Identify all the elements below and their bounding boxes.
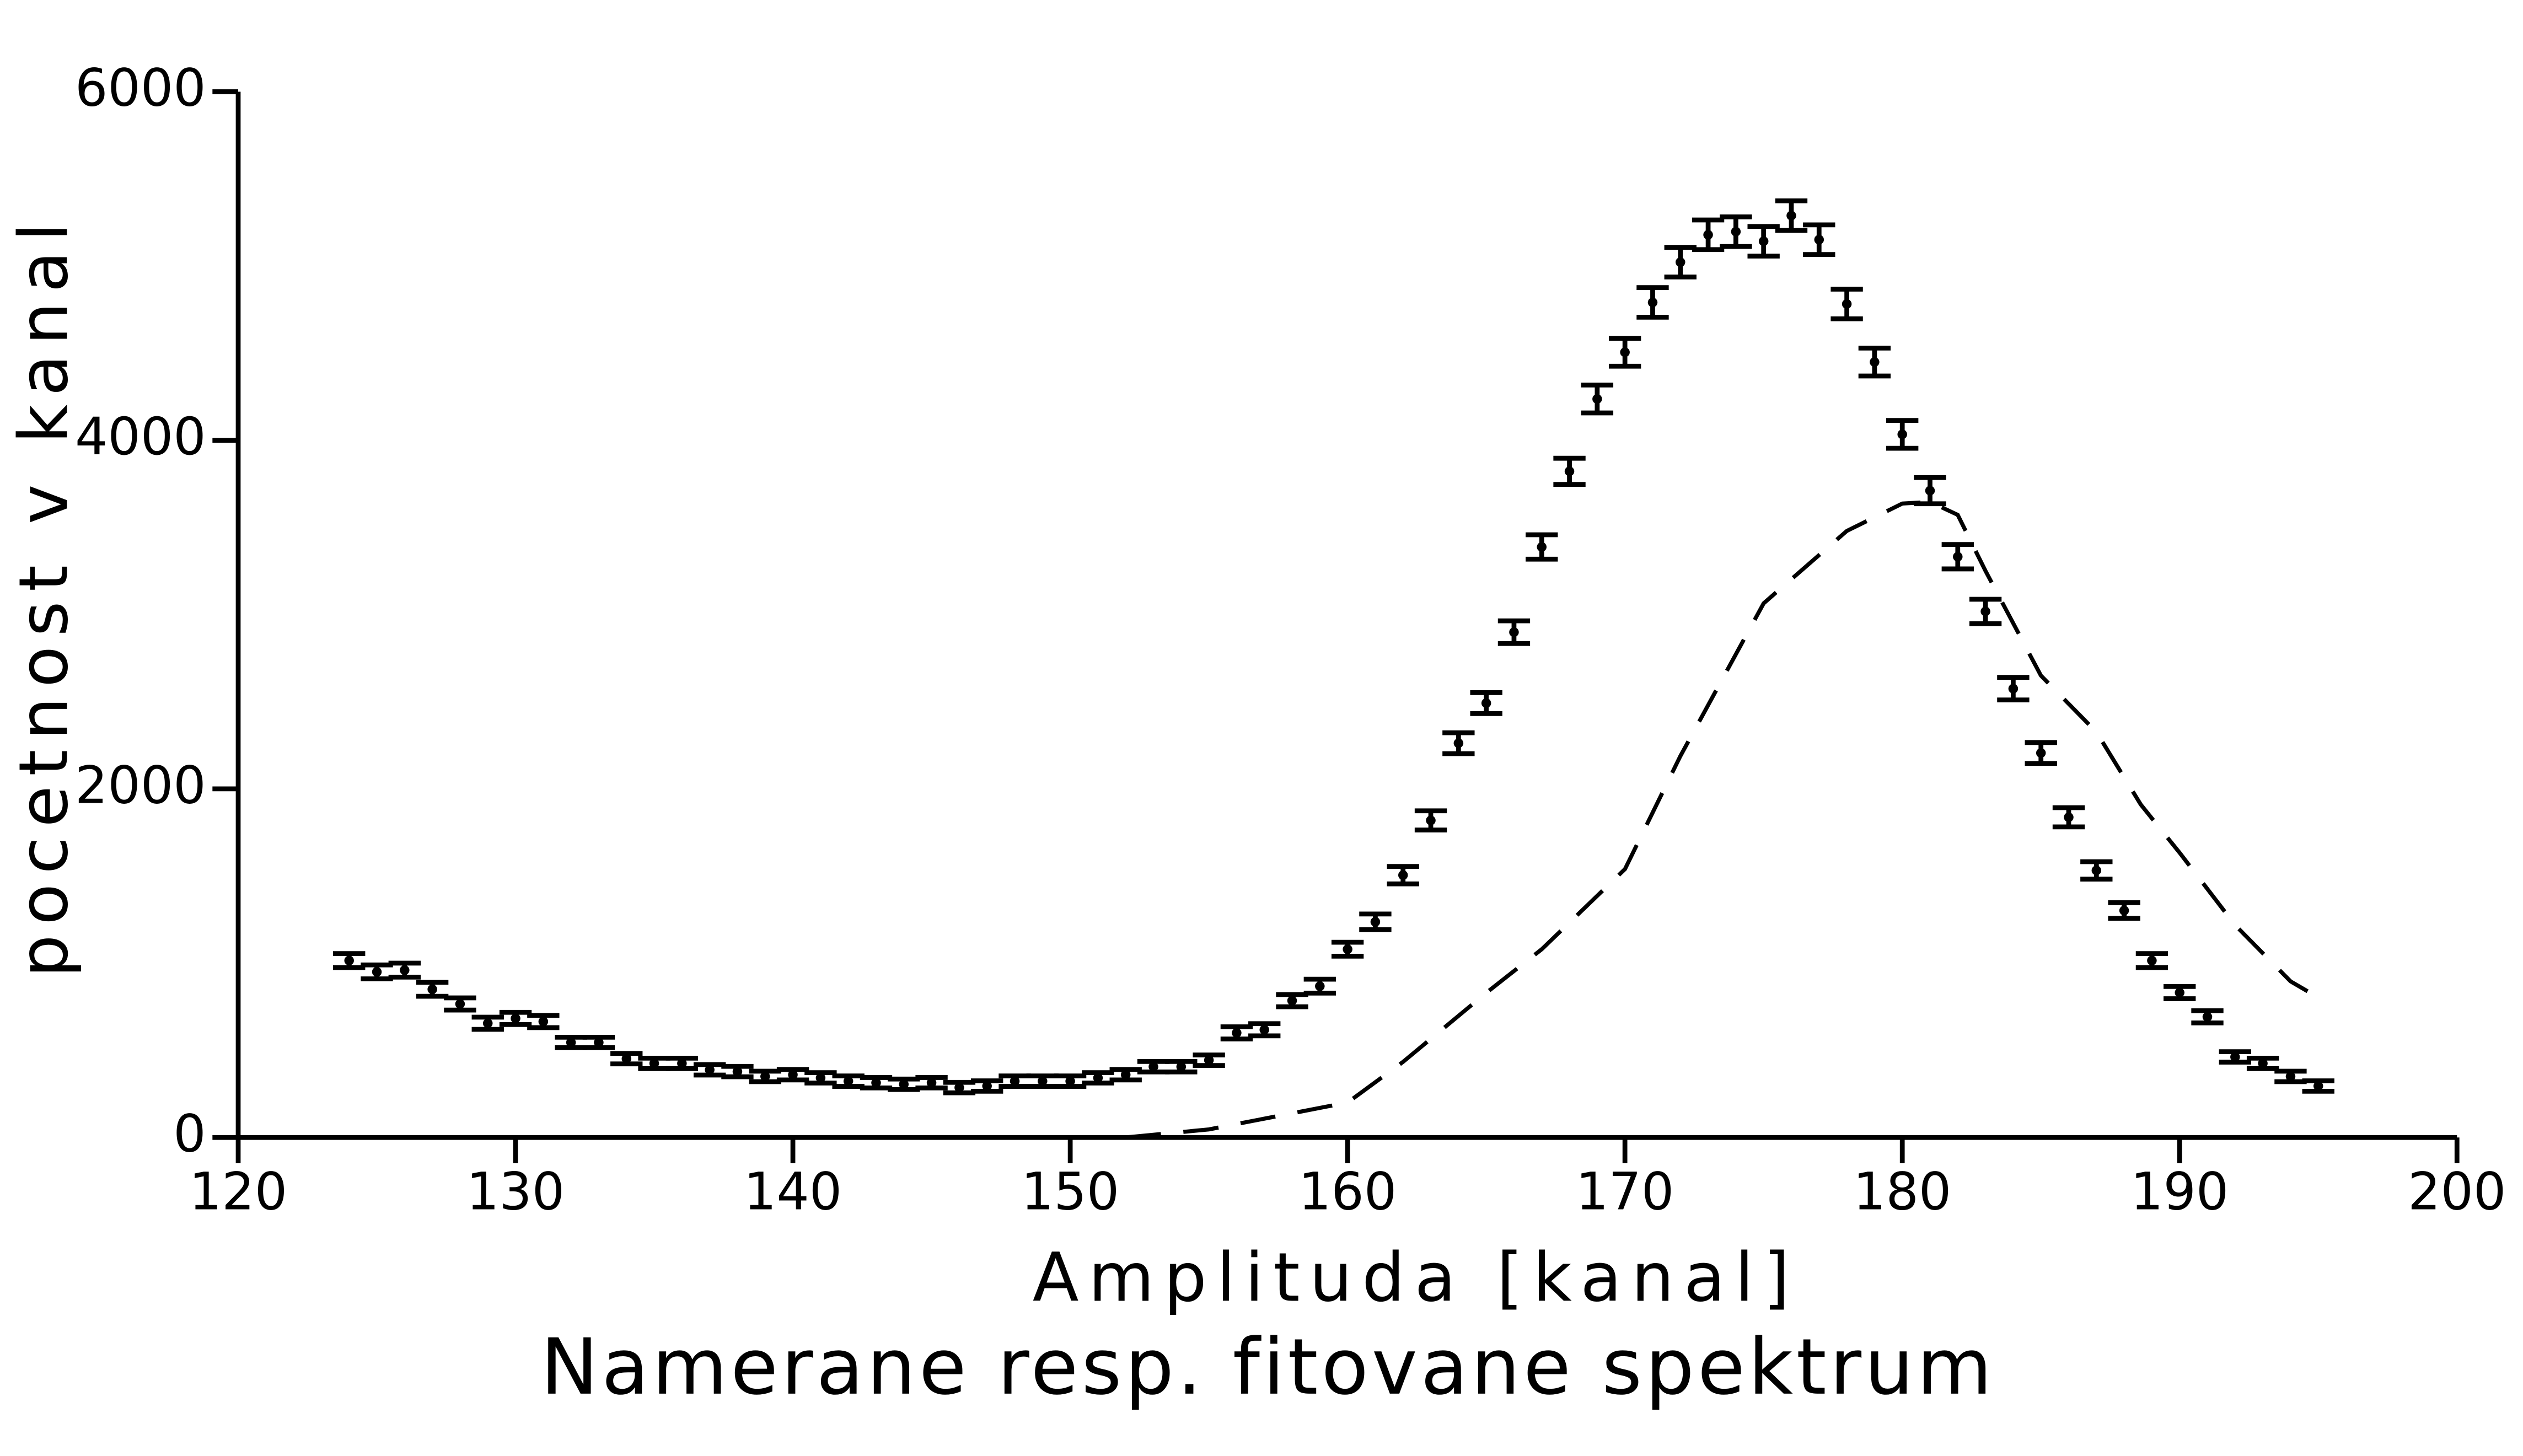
data-point [1370, 917, 1381, 927]
y-tick-label: 0 [173, 1104, 206, 1164]
data-point [594, 1038, 604, 1047]
y-tick-label: 4000 [75, 407, 206, 467]
data-point [2036, 748, 2046, 758]
x-tick-label: 160 [1298, 1162, 1397, 1222]
data-point [760, 1071, 770, 1082]
data-point [1120, 1070, 1131, 1080]
data-point [2147, 955, 2157, 966]
x-tick-label: 150 [1021, 1162, 1119, 1222]
data-point [982, 1081, 992, 1091]
data-point [1065, 1076, 1075, 1086]
data-point [2230, 1052, 2240, 1062]
data-point [2091, 866, 2102, 875]
data-point [344, 955, 354, 966]
data-point [926, 1078, 937, 1088]
data-point [2258, 1059, 2268, 1068]
data-point [2285, 1071, 2296, 1082]
data-point [1176, 1062, 1187, 1072]
data-point [1343, 944, 1352, 954]
x-tick-label: 180 [1853, 1162, 1951, 1222]
data-point [1731, 227, 1741, 237]
data-point [1786, 211, 1796, 221]
data-point [455, 999, 465, 1009]
data-point [1038, 1076, 1048, 1086]
data-point [566, 1038, 576, 1047]
data-point [1259, 1025, 1269, 1035]
x-tick-label: 120 [189, 1162, 287, 1222]
data-point [1537, 542, 1547, 552]
data-point [1398, 870, 1408, 880]
data-point [1010, 1076, 1020, 1086]
data-point [1204, 1055, 1214, 1065]
y-tick-label: 6000 [75, 58, 206, 119]
x-axis-label: Amplituda [kanal] [1033, 1238, 1800, 1317]
data-point [815, 1073, 826, 1083]
data-point [1703, 230, 1713, 240]
x-tick-label: 170 [1576, 1162, 1674, 1222]
data-point [899, 1079, 909, 1089]
data-point [1093, 1073, 1103, 1083]
data-point [1842, 299, 1852, 309]
x-tick-label: 140 [744, 1162, 842, 1222]
data-point [1758, 236, 1769, 246]
data-point [1620, 347, 1630, 357]
data-point [621, 1054, 632, 1064]
data-point [1870, 357, 1880, 367]
data-point [732, 1066, 743, 1077]
data-point [1897, 429, 1907, 439]
data-point [871, 1078, 881, 1088]
x-tick-label: 130 [466, 1162, 565, 1222]
data-point [1481, 698, 1491, 708]
data-point [1592, 394, 1602, 404]
data-point [1426, 815, 1436, 825]
data-point [1287, 996, 1297, 1006]
data-point [649, 1059, 659, 1068]
data-point [1980, 606, 1990, 616]
data-point [2008, 684, 2019, 694]
data-point [1925, 486, 1935, 496]
data-point [954, 1083, 964, 1093]
data-point [1647, 297, 1658, 308]
y-axis-label: pocetnost v kanal [4, 213, 83, 977]
data-point [788, 1070, 798, 1080]
x-tick-label: 200 [2408, 1162, 2506, 1222]
data-point [511, 1013, 520, 1024]
data-point [427, 984, 437, 995]
data-point [705, 1065, 715, 1075]
data-point [2202, 1012, 2213, 1022]
data-point [1564, 466, 1575, 476]
data-point [2064, 812, 2074, 823]
data-point [1232, 1028, 1242, 1038]
data-point [372, 967, 382, 977]
data-point [1676, 257, 1685, 267]
data-point [2175, 987, 2184, 998]
data-point [843, 1076, 853, 1086]
chart-title: Namerane resp. fitovane spektrum [541, 1323, 1995, 1412]
y-tick-label: 2000 [75, 755, 206, 815]
data-point [400, 965, 410, 975]
data-point [1953, 552, 1963, 562]
data-point [677, 1059, 687, 1068]
data-point [1315, 981, 1325, 991]
data-point [538, 1017, 549, 1027]
data-point [1453, 738, 1464, 748]
data-point [1148, 1062, 1158, 1072]
data-point [1814, 234, 1824, 245]
data-point [482, 1018, 493, 1028]
fit-line [1125, 499, 2320, 1140]
data-point [2313, 1081, 2323, 1091]
data-point [2119, 905, 2129, 916]
data-point [1509, 627, 1519, 637]
x-tick-label: 190 [2130, 1162, 2229, 1222]
